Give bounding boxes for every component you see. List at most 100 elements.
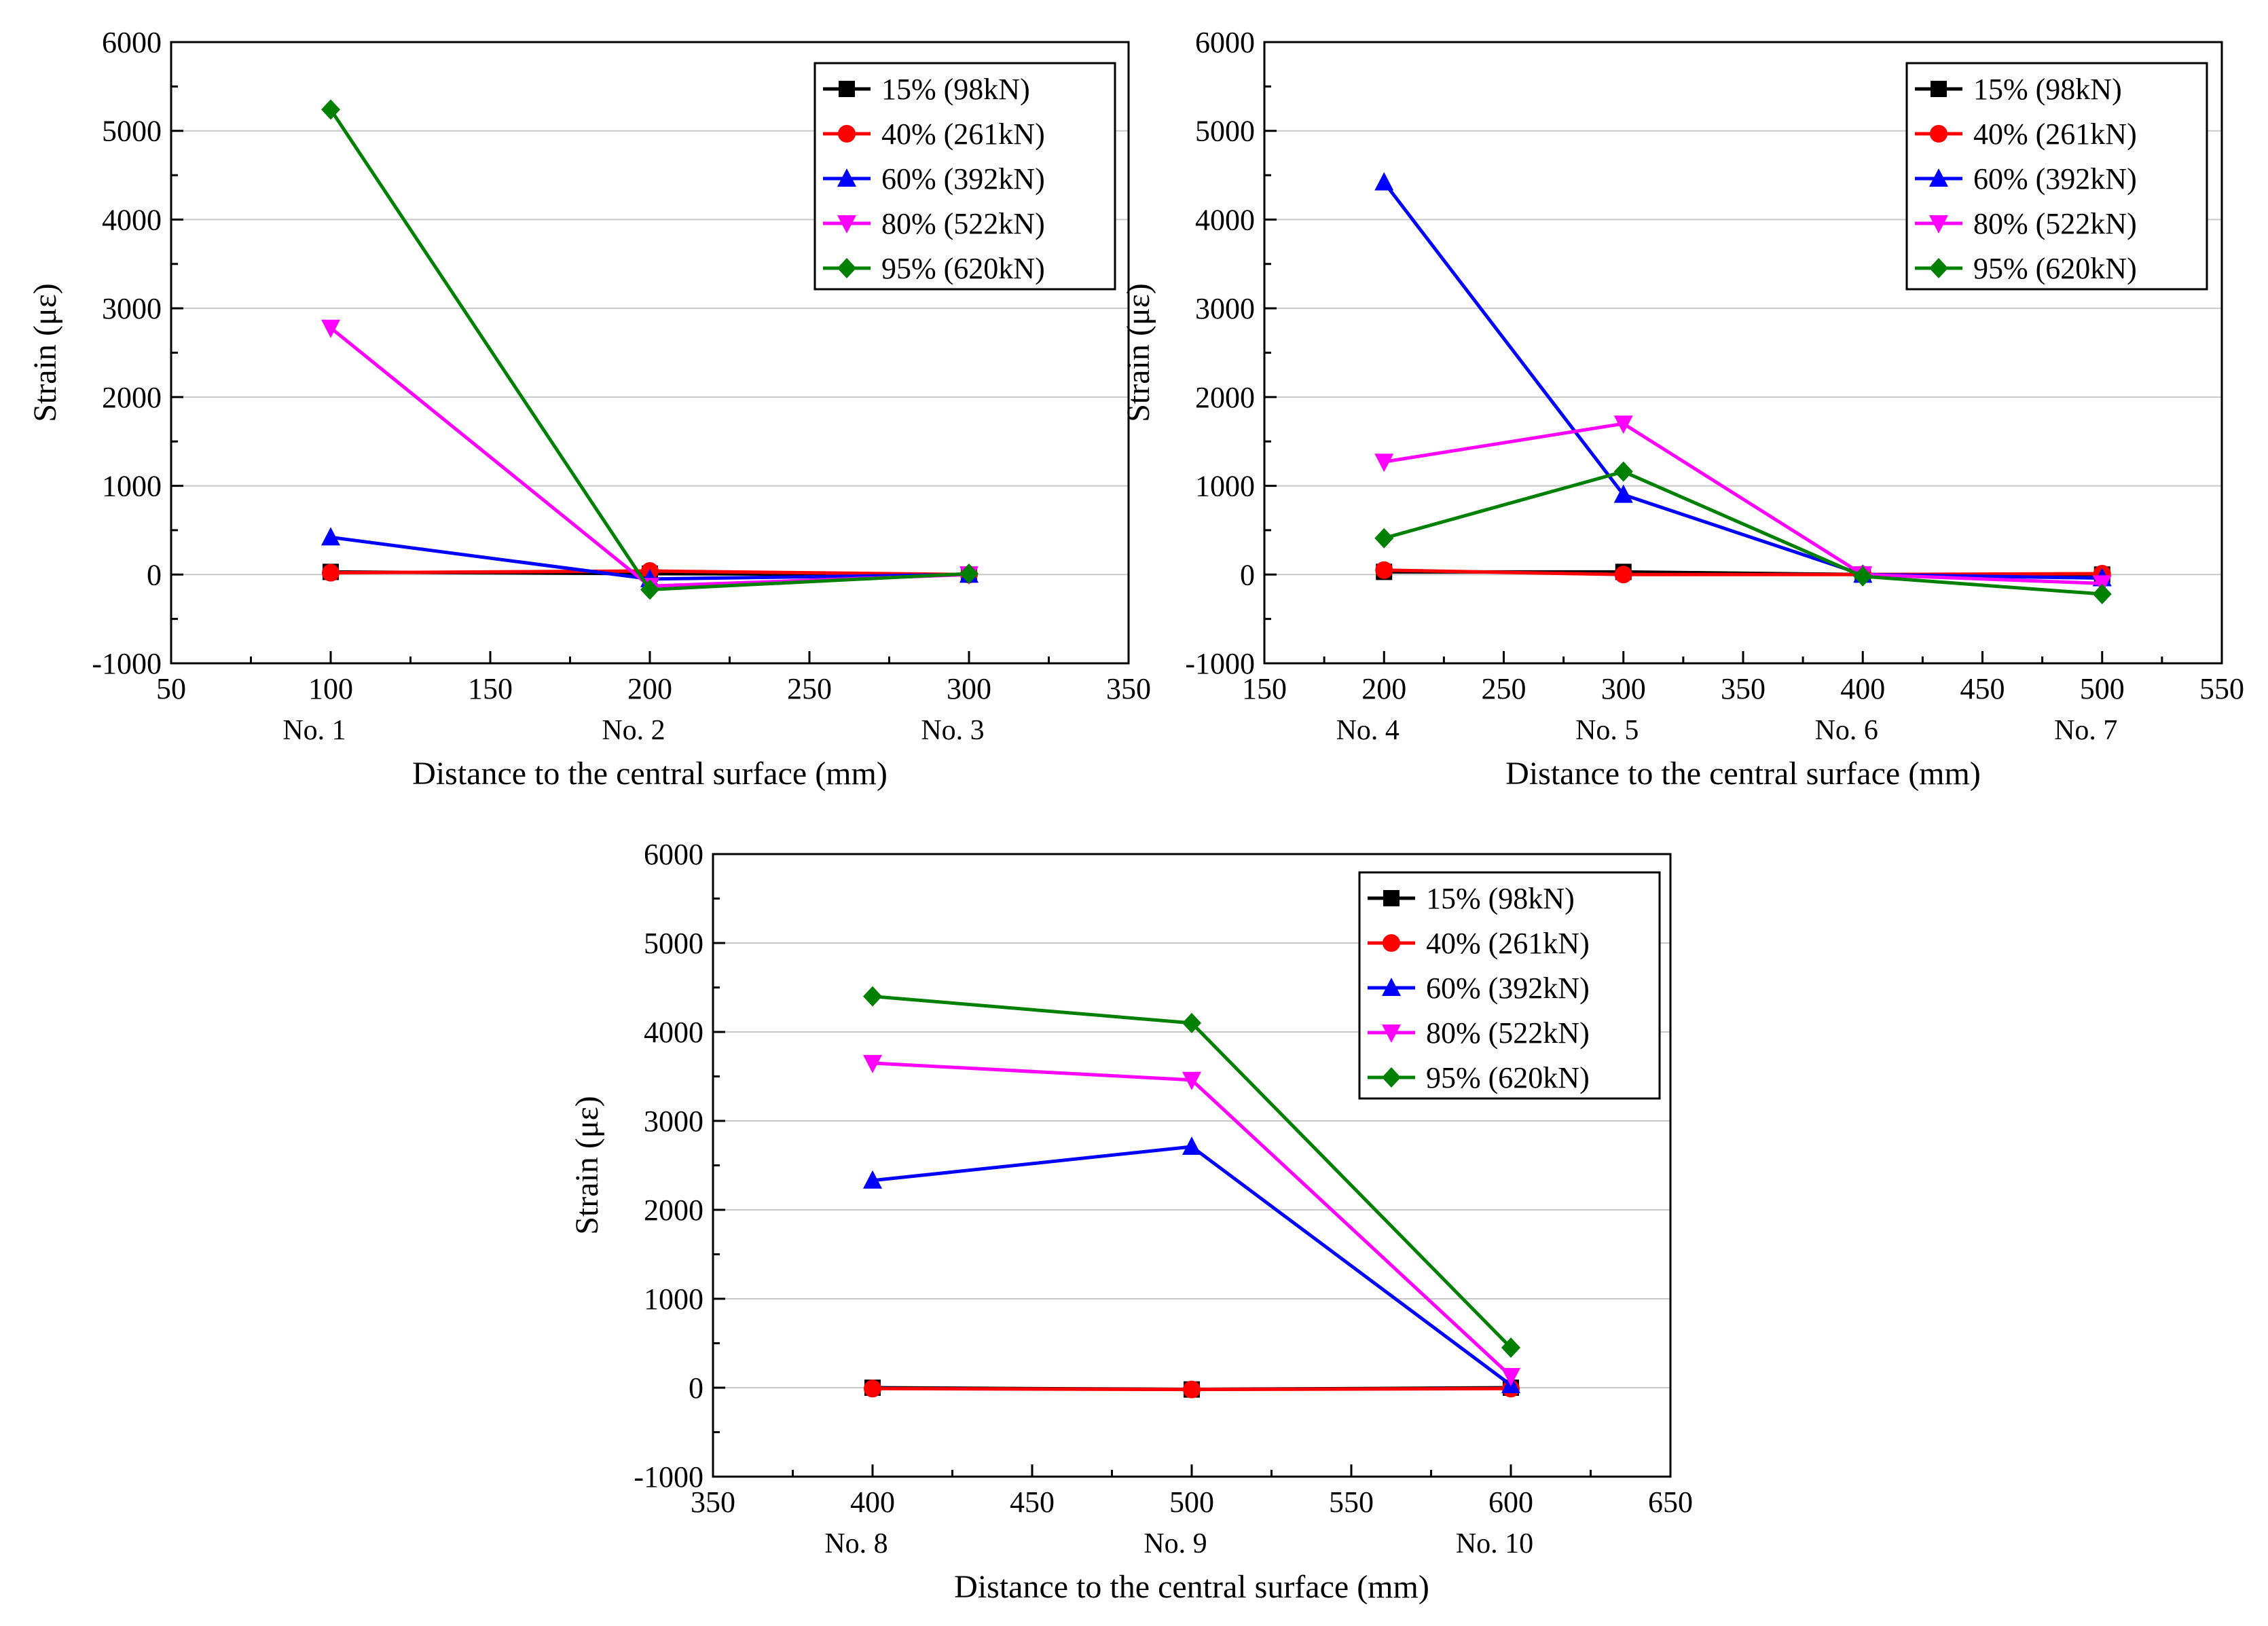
legend-label: 40% (261kN) bbox=[1426, 927, 1590, 960]
data-point bbox=[1182, 1071, 1201, 1090]
data-point bbox=[1183, 1380, 1201, 1399]
data-point bbox=[1853, 566, 1873, 587]
legend-marker bbox=[839, 81, 855, 97]
x-axis-title: Distance to the central surface (mm) bbox=[1505, 756, 1981, 792]
legend-marker bbox=[1383, 890, 1400, 906]
series-line bbox=[1383, 422, 2102, 585]
data-point bbox=[1614, 566, 1632, 584]
sensor-label: No. 7 bbox=[2054, 715, 2117, 746]
x-tick-label: 150 bbox=[468, 672, 513, 705]
legend-item: 15% (98kN) bbox=[823, 73, 1030, 106]
legend-label: 95% (620kN) bbox=[881, 252, 1045, 285]
data-point bbox=[1182, 1012, 1201, 1033]
x-axis-title: Distance to the central surface (mm) bbox=[412, 756, 888, 792]
legend-label: 95% (620kN) bbox=[1973, 252, 2137, 285]
y-tick-label: 3000 bbox=[644, 1105, 703, 1138]
legend-item: 60% (392kN) bbox=[823, 162, 1045, 196]
data-point bbox=[864, 1380, 881, 1398]
series-line bbox=[1383, 470, 2102, 596]
legend-item: 15% (98kN) bbox=[1368, 882, 1575, 915]
legend-marker bbox=[1930, 125, 1947, 143]
x-tick-label: 200 bbox=[1361, 672, 1406, 705]
legend-marker bbox=[837, 168, 856, 187]
series-3 bbox=[863, 1136, 1520, 1394]
series-4 bbox=[863, 1054, 1520, 1386]
legend-box bbox=[1905, 62, 2208, 291]
x-tick-label: 350 bbox=[691, 1485, 735, 1519]
x-tick-label: 100 bbox=[308, 672, 353, 705]
legend-label: 80% (522kN) bbox=[1426, 1016, 1590, 1050]
x-tick-label: 550 bbox=[2199, 672, 2244, 705]
x-tick-label: 300 bbox=[1601, 672, 1646, 705]
sensor-label: No. 6 bbox=[1815, 715, 1878, 746]
series-line bbox=[329, 326, 970, 588]
x-tick-label: 600 bbox=[1488, 1485, 1533, 1519]
data-point bbox=[863, 1170, 882, 1189]
y-tick-label: 3000 bbox=[102, 292, 162, 325]
y-tick-label: 1000 bbox=[1195, 470, 1255, 503]
y-tick-label: 5000 bbox=[1195, 115, 1255, 148]
x-axis-title: Distance to the central surface (mm) bbox=[954, 1569, 1429, 1605]
legend-marker bbox=[1929, 258, 1948, 278]
legend-marker bbox=[837, 258, 856, 278]
data-point bbox=[1613, 484, 1633, 503]
x-tick-label: 400 bbox=[1840, 672, 1885, 705]
x-tick-label: 200 bbox=[627, 672, 672, 705]
legend-item: 40% (261kN) bbox=[1915, 117, 2137, 151]
legend-item: 15% (98kN) bbox=[1915, 73, 2122, 106]
x-tick-label: 250 bbox=[1482, 672, 1526, 705]
sensor-label: No. 10 bbox=[1456, 1528, 1533, 1559]
legend-marker bbox=[1382, 1024, 1401, 1043]
legend-item: 95% (620kN) bbox=[1915, 252, 2137, 285]
data-point bbox=[2092, 584, 2112, 605]
x-tick-label: 150 bbox=[1242, 672, 1287, 705]
x-tick-label: 400 bbox=[850, 1485, 895, 1519]
legend-item: 95% (620kN) bbox=[1368, 1061, 1590, 1094]
data-point bbox=[863, 1054, 882, 1073]
data-point bbox=[1613, 461, 1633, 482]
data-point bbox=[1501, 1337, 1520, 1359]
x-tick-label: 450 bbox=[1010, 1485, 1055, 1519]
y-axis-title: Strain (με) bbox=[1120, 283, 1156, 422]
legend-label: 80% (522kN) bbox=[881, 207, 1045, 240]
data-point bbox=[1375, 561, 1393, 579]
data-point bbox=[321, 527, 340, 546]
sensor-label: No. 8 bbox=[824, 1528, 888, 1559]
y-tick-label: 1000 bbox=[102, 470, 162, 503]
x-tick-label: 300 bbox=[947, 672, 991, 705]
legend-item: 80% (522kN) bbox=[1368, 1016, 1590, 1050]
data-point bbox=[1501, 1367, 1520, 1386]
series-line bbox=[872, 1145, 1512, 1387]
legend-marker bbox=[1931, 81, 1947, 97]
legend-item: 80% (522kN) bbox=[823, 207, 1045, 240]
series-4 bbox=[1374, 415, 2112, 594]
legend-item: 60% (392kN) bbox=[1915, 162, 2137, 196]
data-point bbox=[321, 99, 340, 120]
legend-box bbox=[813, 62, 1116, 291]
data-point bbox=[1182, 1136, 1201, 1155]
legend-label: 95% (620kN) bbox=[1426, 1061, 1590, 1094]
y-axis-title: Strain (με) bbox=[569, 1096, 605, 1235]
y-tick-label: -1000 bbox=[634, 1460, 703, 1494]
data-point bbox=[322, 563, 340, 582]
y-axis-title: Strain (με) bbox=[27, 283, 63, 422]
legend-label: 60% (392kN) bbox=[881, 162, 1045, 196]
y-tick-label: 1000 bbox=[644, 1282, 703, 1316]
legend-label: 80% (522kN) bbox=[1973, 207, 2137, 240]
x-tick-label: 450 bbox=[1960, 672, 2005, 705]
sensor-label: No. 2 bbox=[602, 715, 665, 746]
series-line bbox=[872, 1061, 1512, 1378]
series-5 bbox=[321, 99, 978, 600]
legend-label: 60% (392kN) bbox=[1973, 162, 2137, 196]
x-tick-label: 350 bbox=[1106, 672, 1151, 705]
legend-item: 95% (620kN) bbox=[823, 252, 1045, 285]
series-4 bbox=[321, 319, 978, 597]
legend-marker bbox=[1929, 168, 1948, 187]
legend-item: 40% (261kN) bbox=[823, 117, 1045, 151]
legend-marker bbox=[1929, 215, 1948, 234]
y-tick-label: -1000 bbox=[1185, 647, 1255, 680]
series-line bbox=[1383, 181, 2102, 580]
y-tick-label: 5000 bbox=[644, 927, 703, 960]
legend-marker bbox=[837, 215, 856, 234]
